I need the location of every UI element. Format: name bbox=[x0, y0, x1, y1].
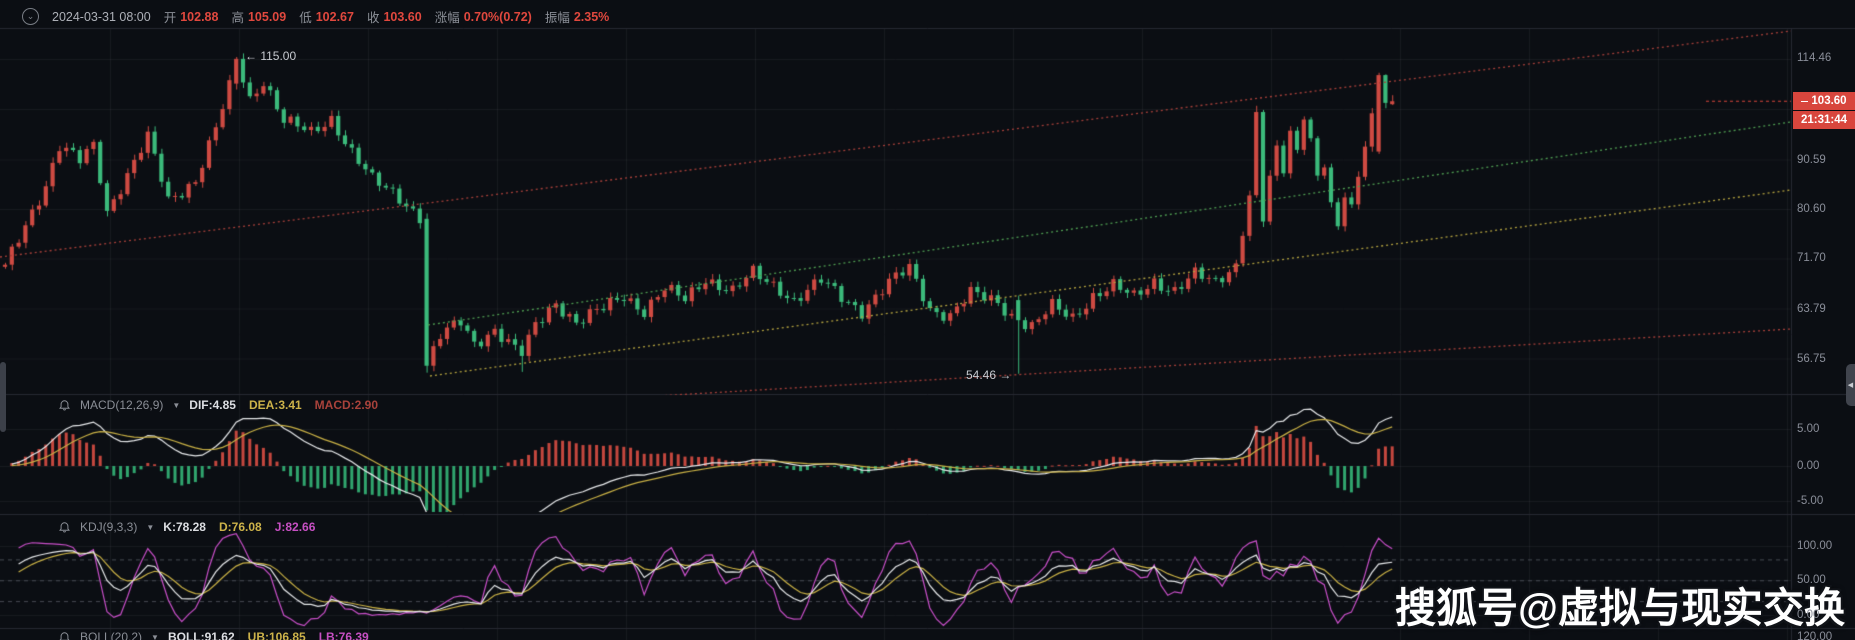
price-axis-label: 56.75 bbox=[1797, 353, 1826, 365]
collapse-chevron-icon[interactable]: ⌄ bbox=[22, 8, 39, 25]
ohlc-field: 涨幅 0.70%(0.72) bbox=[435, 7, 532, 26]
price-axis-label: 80.60 bbox=[1797, 203, 1826, 215]
boll-value-label: UB:106.85 bbox=[247, 630, 306, 640]
kdj-value-label: J:82.66 bbox=[274, 520, 316, 534]
kdj-dropdown-icon[interactable]: ▼ bbox=[146, 522, 155, 532]
ohlc-field-value: 102.88 bbox=[180, 9, 219, 24]
alert-bell-icon[interactable] bbox=[58, 521, 71, 534]
kdj-indicator-name[interactable]: KDJ(9,3,3) bbox=[80, 520, 138, 534]
ohlc-fields: 开 102.88 高 105.09 低 102.67 收 103.60 涨幅 0.70%(0.72… bbox=[164, 7, 610, 26]
kdj-header: KDJ(9,3,3) ▼ K:78.28 D:76.08 J:82.66 bbox=[58, 520, 315, 534]
price-axis-label: 90.59 bbox=[1797, 154, 1826, 166]
macd-header: MACD(12,26,9) ▼ DIF:4.85 DEA:3.41 MACD:2.9… bbox=[58, 398, 378, 412]
sohu-watermark: 搜狐号@虚拟与现实交换 bbox=[1395, 585, 1845, 631]
ohlc-field-value: 103.60 bbox=[383, 9, 422, 24]
macd-value-label: MACD:2.90 bbox=[314, 398, 379, 412]
price-axis-label: 71.70 bbox=[1797, 252, 1826, 264]
kdj-value-label: D:76.08 bbox=[218, 520, 262, 534]
boll-dropdown-icon[interactable]: ▼ bbox=[151, 632, 159, 640]
candle-datetime: 2024-03-31 08:00 bbox=[52, 9, 151, 24]
ohlc-field: 收 103.60 bbox=[367, 7, 422, 26]
ohlc-field-value: 2.35% bbox=[573, 9, 610, 24]
alert-bell-icon[interactable] bbox=[58, 399, 71, 412]
kdj-values: K:78.28 D:76.08 J:82.66 bbox=[163, 520, 315, 534]
kdj-axis-label: 0.00 bbox=[1797, 609, 1820, 621]
ohlc-field-label: 低 bbox=[299, 11, 312, 25]
macd-value-label: DEA:3.41 bbox=[248, 398, 302, 412]
ohlc-field-label: 振幅 bbox=[544, 11, 570, 25]
ohlc-field: 振幅 2.35% bbox=[545, 7, 609, 26]
last-price-value: 103.60 bbox=[1811, 95, 1847, 107]
boll-header: BOLL(20,2) ▼ BOLL:91.62 UB:106.85 LB:76.39 bbox=[58, 630, 369, 640]
high-price-annotation: ← 115.00 bbox=[245, 49, 297, 63]
price-axis-label: 63.79 bbox=[1797, 303, 1826, 315]
kdj-axis-label: 100.00 bbox=[1797, 540, 1833, 552]
kdj-axis-label: 50.00 bbox=[1797, 574, 1826, 586]
macd-value-label: DIF:4.85 bbox=[189, 398, 236, 412]
boll-value-label: LB:76.39 bbox=[318, 630, 369, 640]
ohlc-field-label: 开 bbox=[163, 11, 177, 25]
ohlc-field-value: 0.70%(0.72) bbox=[463, 9, 532, 24]
boll-value-label: BOLL:91.62 bbox=[167, 630, 235, 640]
low-price-annotation: 54.46 → bbox=[966, 368, 1012, 382]
kdj-value-label: K:78.28 bbox=[163, 520, 206, 534]
boll-axis-label: 120.00 bbox=[1797, 631, 1833, 640]
left-scrollbar-thumb[interactable] bbox=[0, 362, 6, 432]
macd-axis-label: -5.00 bbox=[1797, 495, 1824, 507]
macd-indicator-name[interactable]: MACD(12,26,9) bbox=[80, 398, 164, 412]
ohlc-field-value: 105.09 bbox=[247, 9, 287, 24]
axis-collapse-handle[interactable]: ◀ bbox=[1846, 364, 1855, 406]
ohlc-field-label: 高 bbox=[231, 11, 244, 25]
ohlc-field-value: 102.67 bbox=[315, 9, 354, 24]
ohlc-field-label: 涨幅 bbox=[434, 11, 460, 25]
price-line-dash-icon bbox=[1801, 100, 1809, 102]
boll-values: BOLL:91.62 UB:106.85 LB:76.39 bbox=[168, 630, 369, 640]
candle-countdown-badge: 21:31:44 bbox=[1793, 111, 1855, 129]
price-axis-label: 114.46 bbox=[1797, 52, 1832, 64]
last-price-badge: 103.60 bbox=[1793, 92, 1855, 110]
ohlc-field: 高 105.09 bbox=[231, 7, 286, 26]
ohlc-field: 开 102.88 bbox=[164, 7, 219, 26]
countdown-value: 21:31:44 bbox=[1800, 114, 1848, 126]
ohlc-field-label: 收 bbox=[366, 11, 380, 25]
macd-dropdown-icon[interactable]: ▼ bbox=[172, 400, 181, 410]
ohlc-info-bar: ⌄ 2024-03-31 08:00 开 102.88 高 105.09 低 102.67… bbox=[22, 7, 609, 26]
macd-axis-label: 5.00 bbox=[1797, 423, 1820, 435]
ohlc-field: 低 102.67 bbox=[299, 7, 354, 26]
alert-bell-icon[interactable] bbox=[58, 631, 71, 640]
macd-values: DIF:4.85 DEA:3.41 MACD:2.90 bbox=[189, 398, 378, 412]
boll-indicator-name[interactable]: BOLL(20,2) bbox=[80, 630, 143, 640]
macd-axis-label: 0.00 bbox=[1797, 460, 1820, 472]
